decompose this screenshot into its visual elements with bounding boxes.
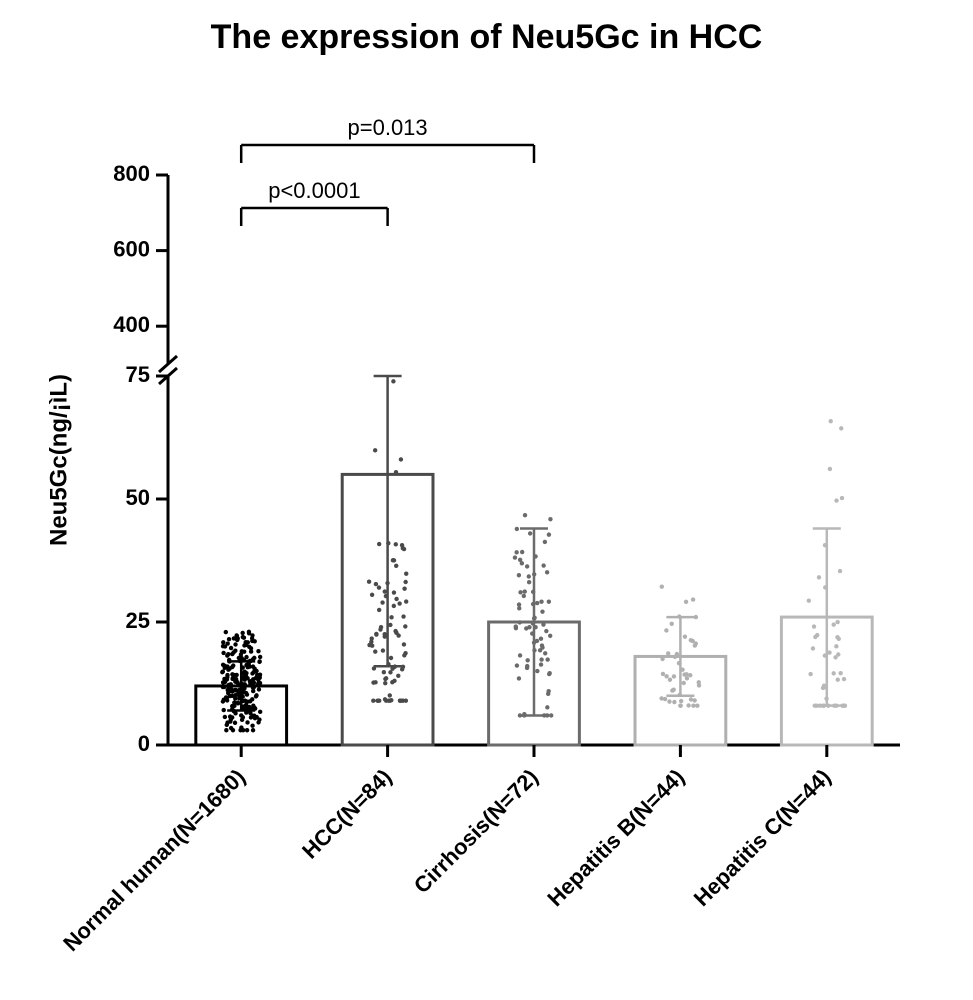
significance-bracket: p<0.0001 xyxy=(241,178,387,226)
y-tick-label: 800 xyxy=(113,161,150,186)
x-category-label: Hepatitis B(N=44) xyxy=(542,764,689,911)
chart-container: The expression of Neu5Gc in HCC 400 600 80… xyxy=(0,0,973,1000)
x-category-label: Normal human(N=1680) xyxy=(58,764,250,956)
chart-title: The expression of Neu5Gc in HCC xyxy=(0,18,973,57)
y-tick-label: 400 xyxy=(113,312,150,337)
y-axis-label: Neu5Gc(ng/¡ìL) xyxy=(45,374,72,546)
y-tick-label: 50 xyxy=(126,485,150,510)
y-tick-label: 0 xyxy=(138,731,150,756)
chart-svg: 400 600 800 0 25 50 75 Neu5Gc(ng/¡ìL) Normal hum… xyxy=(0,0,973,1000)
x-category-label: Hepatitis C(N=44) xyxy=(689,764,836,911)
y-tick-label: 25 xyxy=(126,608,150,633)
x-category-label: HCC(N=84) xyxy=(297,764,396,863)
x-category-label: Cirrhosis(N=72) xyxy=(409,764,543,898)
significance-bracket: p=0.013 xyxy=(241,115,534,163)
significance-label: p=0.013 xyxy=(348,115,428,140)
significance-label: p<0.0001 xyxy=(268,178,360,203)
y-tick-label: 600 xyxy=(113,236,150,261)
y-tick-label: 75 xyxy=(126,362,150,387)
